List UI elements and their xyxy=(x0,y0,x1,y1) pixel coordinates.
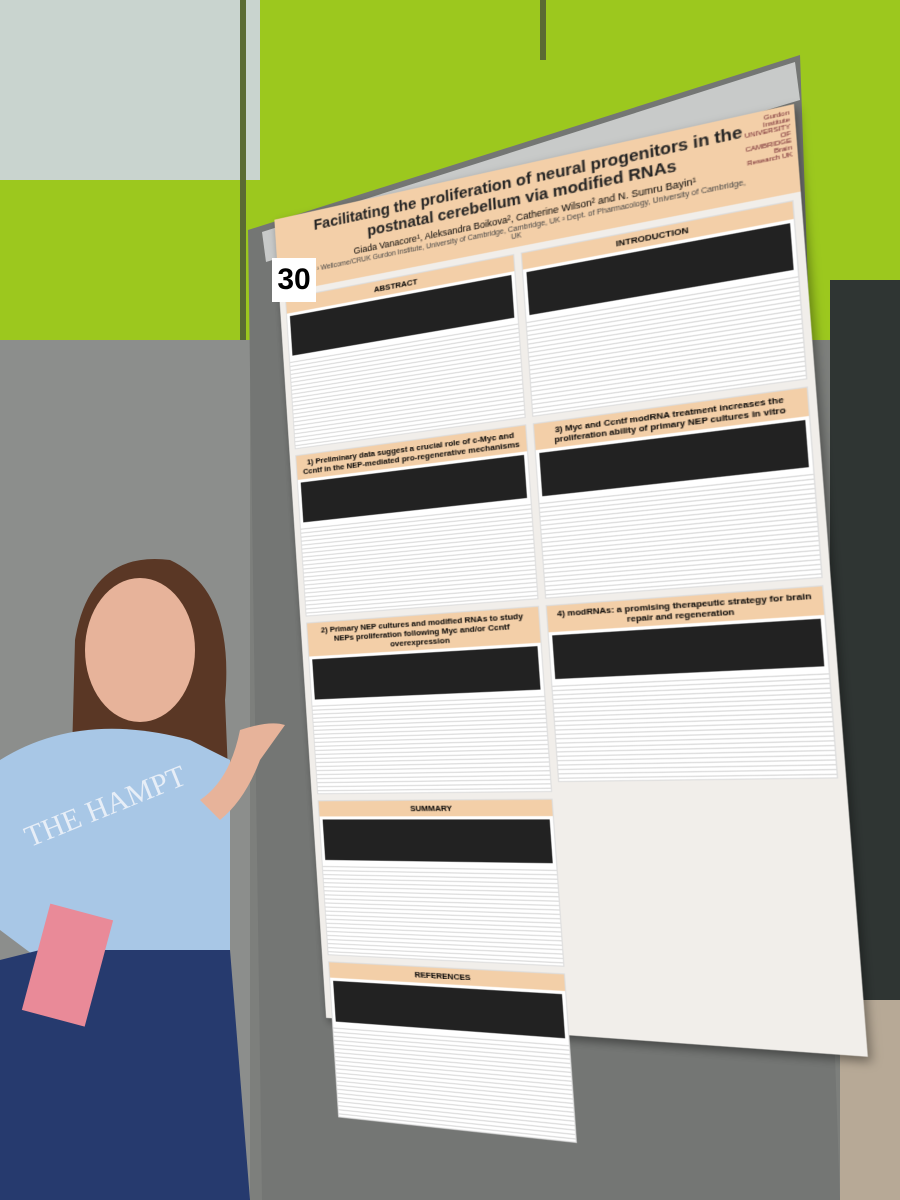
poster: Facilitating the proliferation of neural… xyxy=(274,104,867,1057)
poster-section: 4) modRNAs: a promising therapeutic stra… xyxy=(546,585,839,782)
board-number: 30 xyxy=(272,258,316,302)
poster-section: REFERENCES xyxy=(328,961,577,1143)
frame xyxy=(540,0,546,60)
figure xyxy=(323,819,553,863)
logos: Gurdon Institute UNIVERSITY OF CAMBRIDGE B… xyxy=(738,110,792,169)
body-text xyxy=(333,1024,576,1141)
poster-section: 1) Preliminary data suggest a crucial ro… xyxy=(295,424,538,616)
poster-section: 2) Primary NEP cultures and modified RNA… xyxy=(306,606,552,795)
poster-columns: ABSTRACT 1) Preliminary data suggest a cr… xyxy=(279,192,877,1183)
face xyxy=(85,578,195,722)
section-heading: SUMMARY xyxy=(319,800,553,817)
poster-section: SUMMARY xyxy=(318,799,565,967)
frame xyxy=(240,0,246,340)
poster-section: 3) Myc and Ccntf modRNA treatment increa… xyxy=(533,386,823,598)
window xyxy=(0,0,260,180)
body-text xyxy=(323,863,564,966)
body-text xyxy=(552,670,837,781)
body-text xyxy=(312,693,551,794)
